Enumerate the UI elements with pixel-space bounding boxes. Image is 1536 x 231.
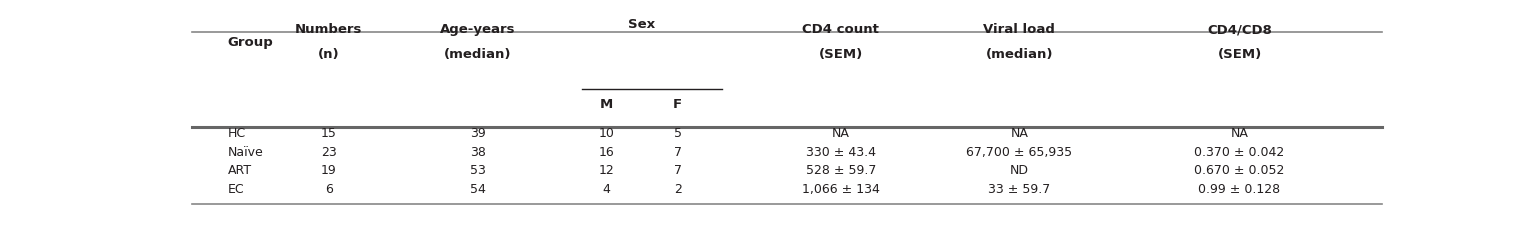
Text: 38: 38 (470, 146, 485, 159)
Text: Numbers: Numbers (295, 23, 362, 36)
Text: ART: ART (227, 164, 252, 176)
Text: (SEM): (SEM) (1218, 48, 1261, 61)
Text: CD4 count: CD4 count (802, 23, 879, 36)
Text: 54: 54 (470, 182, 485, 195)
Text: NA: NA (833, 126, 849, 139)
Text: 5: 5 (674, 126, 682, 139)
Text: 0.670 ± 0.052: 0.670 ± 0.052 (1195, 164, 1284, 176)
Text: 16: 16 (599, 146, 614, 159)
Text: 330 ± 43.4: 330 ± 43.4 (806, 146, 876, 159)
Text: (n): (n) (318, 48, 339, 61)
Text: M: M (599, 98, 613, 111)
Text: 23: 23 (321, 146, 336, 159)
Text: CD4/CD8: CD4/CD8 (1207, 23, 1272, 36)
Text: 0.99 ± 0.128: 0.99 ± 0.128 (1198, 182, 1281, 195)
Text: 15: 15 (321, 126, 336, 139)
Text: 33 ± 59.7: 33 ± 59.7 (988, 182, 1051, 195)
Text: Viral load: Viral load (983, 23, 1055, 36)
Text: (median): (median) (444, 48, 511, 61)
Text: F: F (673, 98, 682, 111)
Text: 6: 6 (326, 182, 333, 195)
Text: 53: 53 (470, 164, 485, 176)
Text: (SEM): (SEM) (819, 48, 863, 61)
Text: NA: NA (1230, 126, 1249, 139)
Text: NA: NA (1011, 126, 1028, 139)
Text: Sex: Sex (628, 18, 656, 31)
Text: 39: 39 (470, 126, 485, 139)
Text: ND: ND (1009, 164, 1029, 176)
Text: 0.370 ± 0.042: 0.370 ± 0.042 (1195, 146, 1284, 159)
Text: 67,700 ± 65,935: 67,700 ± 65,935 (966, 146, 1072, 159)
Text: 19: 19 (321, 164, 336, 176)
Text: 1,066 ± 134: 1,066 ± 134 (802, 182, 880, 195)
Text: 4: 4 (602, 182, 610, 195)
Text: (median): (median) (986, 48, 1054, 61)
Text: Age-years: Age-years (439, 23, 516, 36)
Text: 7: 7 (674, 164, 682, 176)
Text: 12: 12 (599, 164, 614, 176)
Text: EC: EC (227, 182, 244, 195)
Text: 7: 7 (674, 146, 682, 159)
Text: Naïve: Naïve (227, 146, 264, 159)
Text: Group: Group (227, 36, 273, 49)
Text: 10: 10 (599, 126, 614, 139)
Text: 528 ± 59.7: 528 ± 59.7 (805, 164, 876, 176)
Text: 2: 2 (674, 182, 682, 195)
Text: HC: HC (227, 126, 246, 139)
